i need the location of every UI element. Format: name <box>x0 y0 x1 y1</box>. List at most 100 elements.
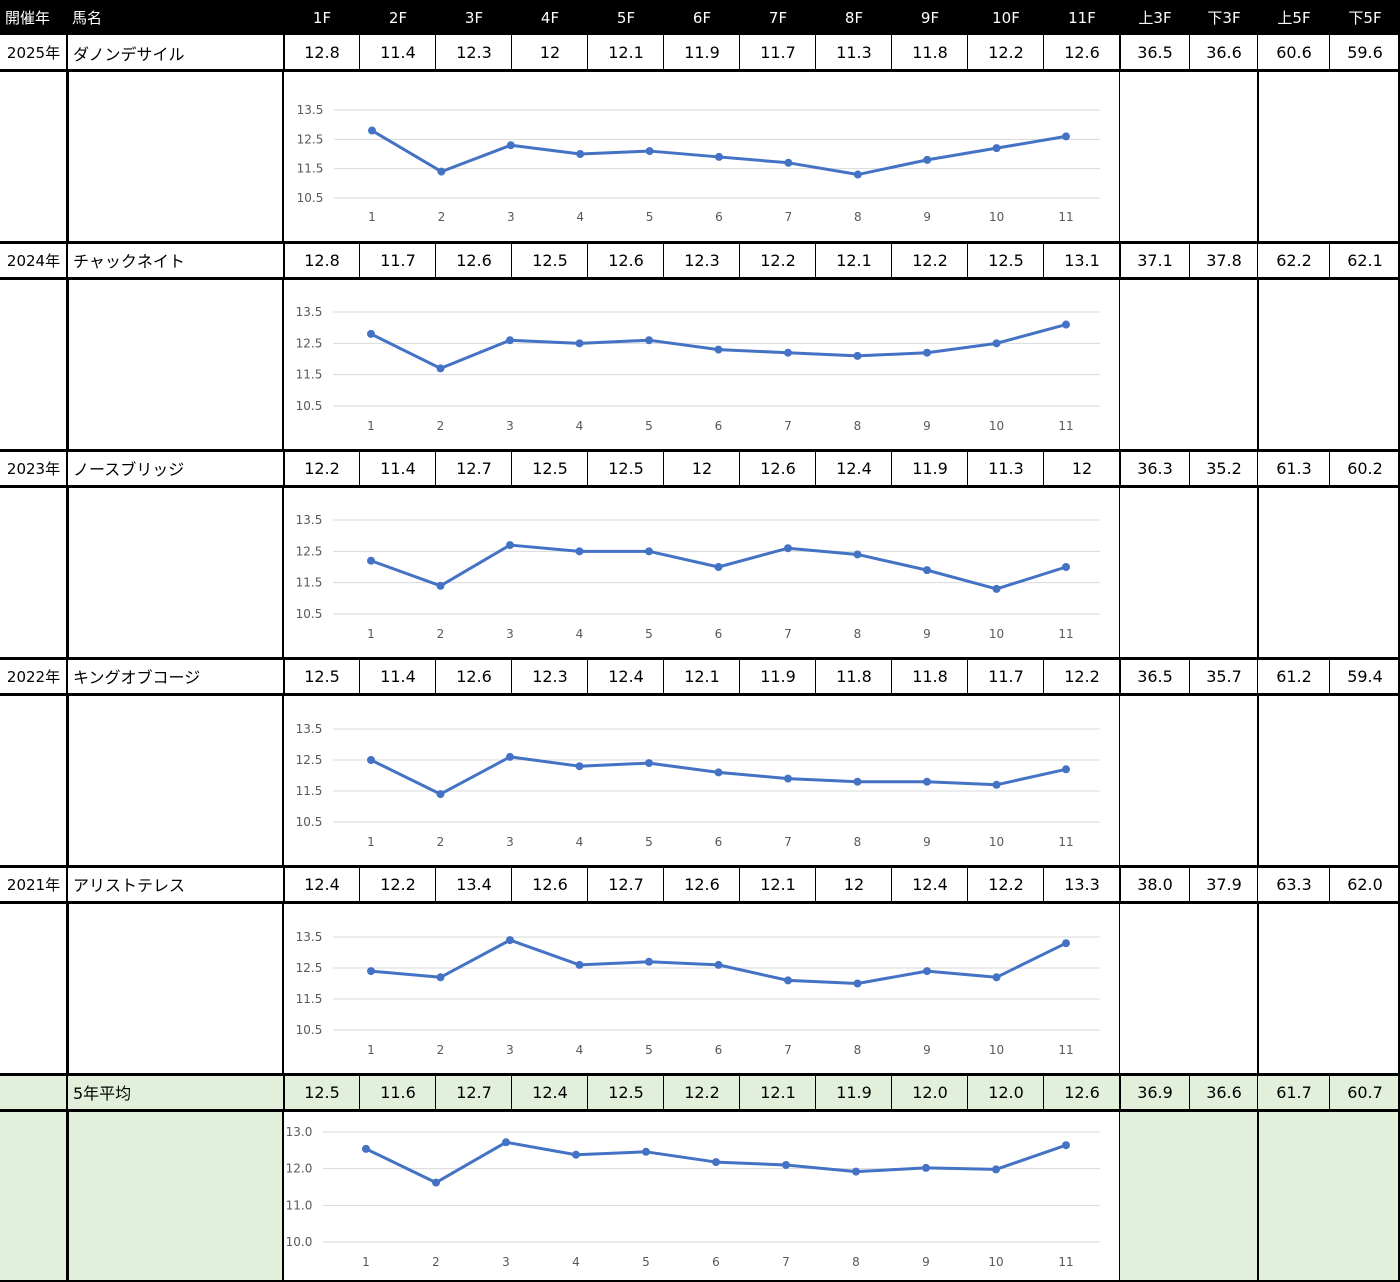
lap-time-cell: 11.3 <box>836 43 872 62</box>
col-divider <box>359 658 360 694</box>
lap-time-cell: 12.2 <box>760 250 796 270</box>
lap-time-cell: 12.2 <box>1064 666 1100 686</box>
lap-time-cell: 13.4 <box>456 874 492 894</box>
lap-time-cell: 12.6 <box>684 874 720 894</box>
col-divider <box>891 866 892 902</box>
x-tick-label: 5 <box>645 1043 653 1057</box>
x-tick-label: 8 <box>854 835 862 849</box>
data-point <box>715 152 723 161</box>
aggregate-cell: 35.7 <box>1206 666 1242 686</box>
col-divider <box>66 242 68 278</box>
block-divider <box>0 865 1400 868</box>
chart-row-divider <box>1257 902 1259 1074</box>
x-tick-label: 9 <box>923 210 931 224</box>
header-horse: 馬名 <box>67 0 284 35</box>
y-tick-label: 12.5 <box>296 753 323 767</box>
col-divider <box>1043 1074 1044 1110</box>
col-divider <box>1257 450 1258 486</box>
x-tick-label: 1 <box>367 1043 375 1057</box>
col-divider <box>967 866 968 902</box>
data-point <box>992 973 1001 982</box>
chart-row-divider <box>1257 70 1259 242</box>
col-divider <box>815 658 816 694</box>
aggregate-cell: 62.1 <box>1347 250 1383 270</box>
data-point <box>436 364 445 373</box>
header-agg-3: 上5F <box>1258 0 1330 35</box>
chart-row-divider <box>66 1110 69 1282</box>
x-tick-label: 7 <box>784 835 792 849</box>
x-tick-label: 10 <box>989 419 1004 433</box>
col-divider <box>739 1074 740 1110</box>
data-point <box>367 329 375 338</box>
data-point <box>575 339 584 348</box>
col-divider <box>1189 866 1190 902</box>
x-tick-label: 6 <box>715 835 723 849</box>
y-tick-label: 11.5 <box>296 992 323 1006</box>
lap-time-cell: 12.5 <box>304 1082 340 1102</box>
col-divider <box>435 658 436 694</box>
x-tick-label: 6 <box>715 210 723 224</box>
aggregate-cell: 61.7 <box>1276 1082 1312 1102</box>
x-tick-label: 1 <box>368 210 376 224</box>
data-point <box>714 768 723 777</box>
col-divider <box>1043 866 1044 902</box>
data-point <box>572 1150 580 1159</box>
x-tick-label: 2 <box>437 627 445 641</box>
col-divider <box>663 866 664 902</box>
y-tick-label: 11.5 <box>297 162 324 176</box>
x-tick-label: 3 <box>506 835 514 849</box>
y-tick-label: 12.5 <box>296 961 323 975</box>
data-point <box>437 167 446 176</box>
lap-time-cell: 12.2 <box>684 1082 720 1102</box>
x-tick-label: 6 <box>715 627 723 641</box>
y-tick-label: 13.5 <box>296 930 323 944</box>
col-divider <box>435 242 436 278</box>
x-tick-label: 4 <box>572 1255 580 1269</box>
col-divider <box>1189 242 1190 278</box>
row-divider <box>0 277 1400 280</box>
lap-time-cell: 12.5 <box>608 1082 644 1102</box>
x-tick-label: 8 <box>854 1043 862 1057</box>
row-divider <box>0 485 1400 488</box>
x-tick-label: 9 <box>923 835 931 849</box>
col-divider <box>511 35 512 70</box>
col-divider <box>1329 450 1330 486</box>
data-point <box>853 170 862 179</box>
lap-time-cell: 11.3 <box>988 458 1024 478</box>
x-tick-label: 11 <box>1058 835 1073 849</box>
header-agg-2: 下3F <box>1190 0 1258 35</box>
chart-row-divider <box>1119 694 1120 866</box>
lap-time-cell: 13.1 <box>1064 250 1100 270</box>
col-divider <box>1189 450 1190 486</box>
col-divider <box>66 1074 68 1110</box>
row-divider <box>0 693 1400 696</box>
col-divider <box>1119 1074 1121 1110</box>
y-tick-label: 13.5 <box>296 722 323 736</box>
data-point <box>436 581 445 590</box>
chart-row-divider <box>282 694 284 866</box>
y-tick-label: 10.0 <box>286 1235 313 1249</box>
x-tick-label: 4 <box>576 1043 584 1057</box>
aggregate-cell: 37.9 <box>1206 874 1242 894</box>
col-divider <box>283 35 285 70</box>
data-point <box>1062 132 1070 141</box>
x-tick-label: 11 <box>1058 419 1073 433</box>
aggregate-cell: 62.2 <box>1276 250 1312 270</box>
data-point <box>1062 765 1070 774</box>
col-divider <box>359 1074 360 1110</box>
col-divider <box>1119 450 1121 486</box>
data-point <box>992 339 1001 348</box>
data-point <box>436 790 445 799</box>
y-tick-label: 13.5 <box>297 103 324 117</box>
lap-time-cell: 11.4 <box>380 43 416 62</box>
header-agg-4: 下5F <box>1330 0 1400 35</box>
lap-time-cell: 12.3 <box>532 666 568 686</box>
col-divider <box>283 1074 285 1110</box>
aggregate-cell: 36.6 <box>1206 1082 1242 1102</box>
chart-row-divider <box>1119 1110 1120 1282</box>
col-divider <box>1257 242 1258 278</box>
y-tick-label: 11.5 <box>296 784 323 798</box>
col-divider <box>1119 866 1121 902</box>
